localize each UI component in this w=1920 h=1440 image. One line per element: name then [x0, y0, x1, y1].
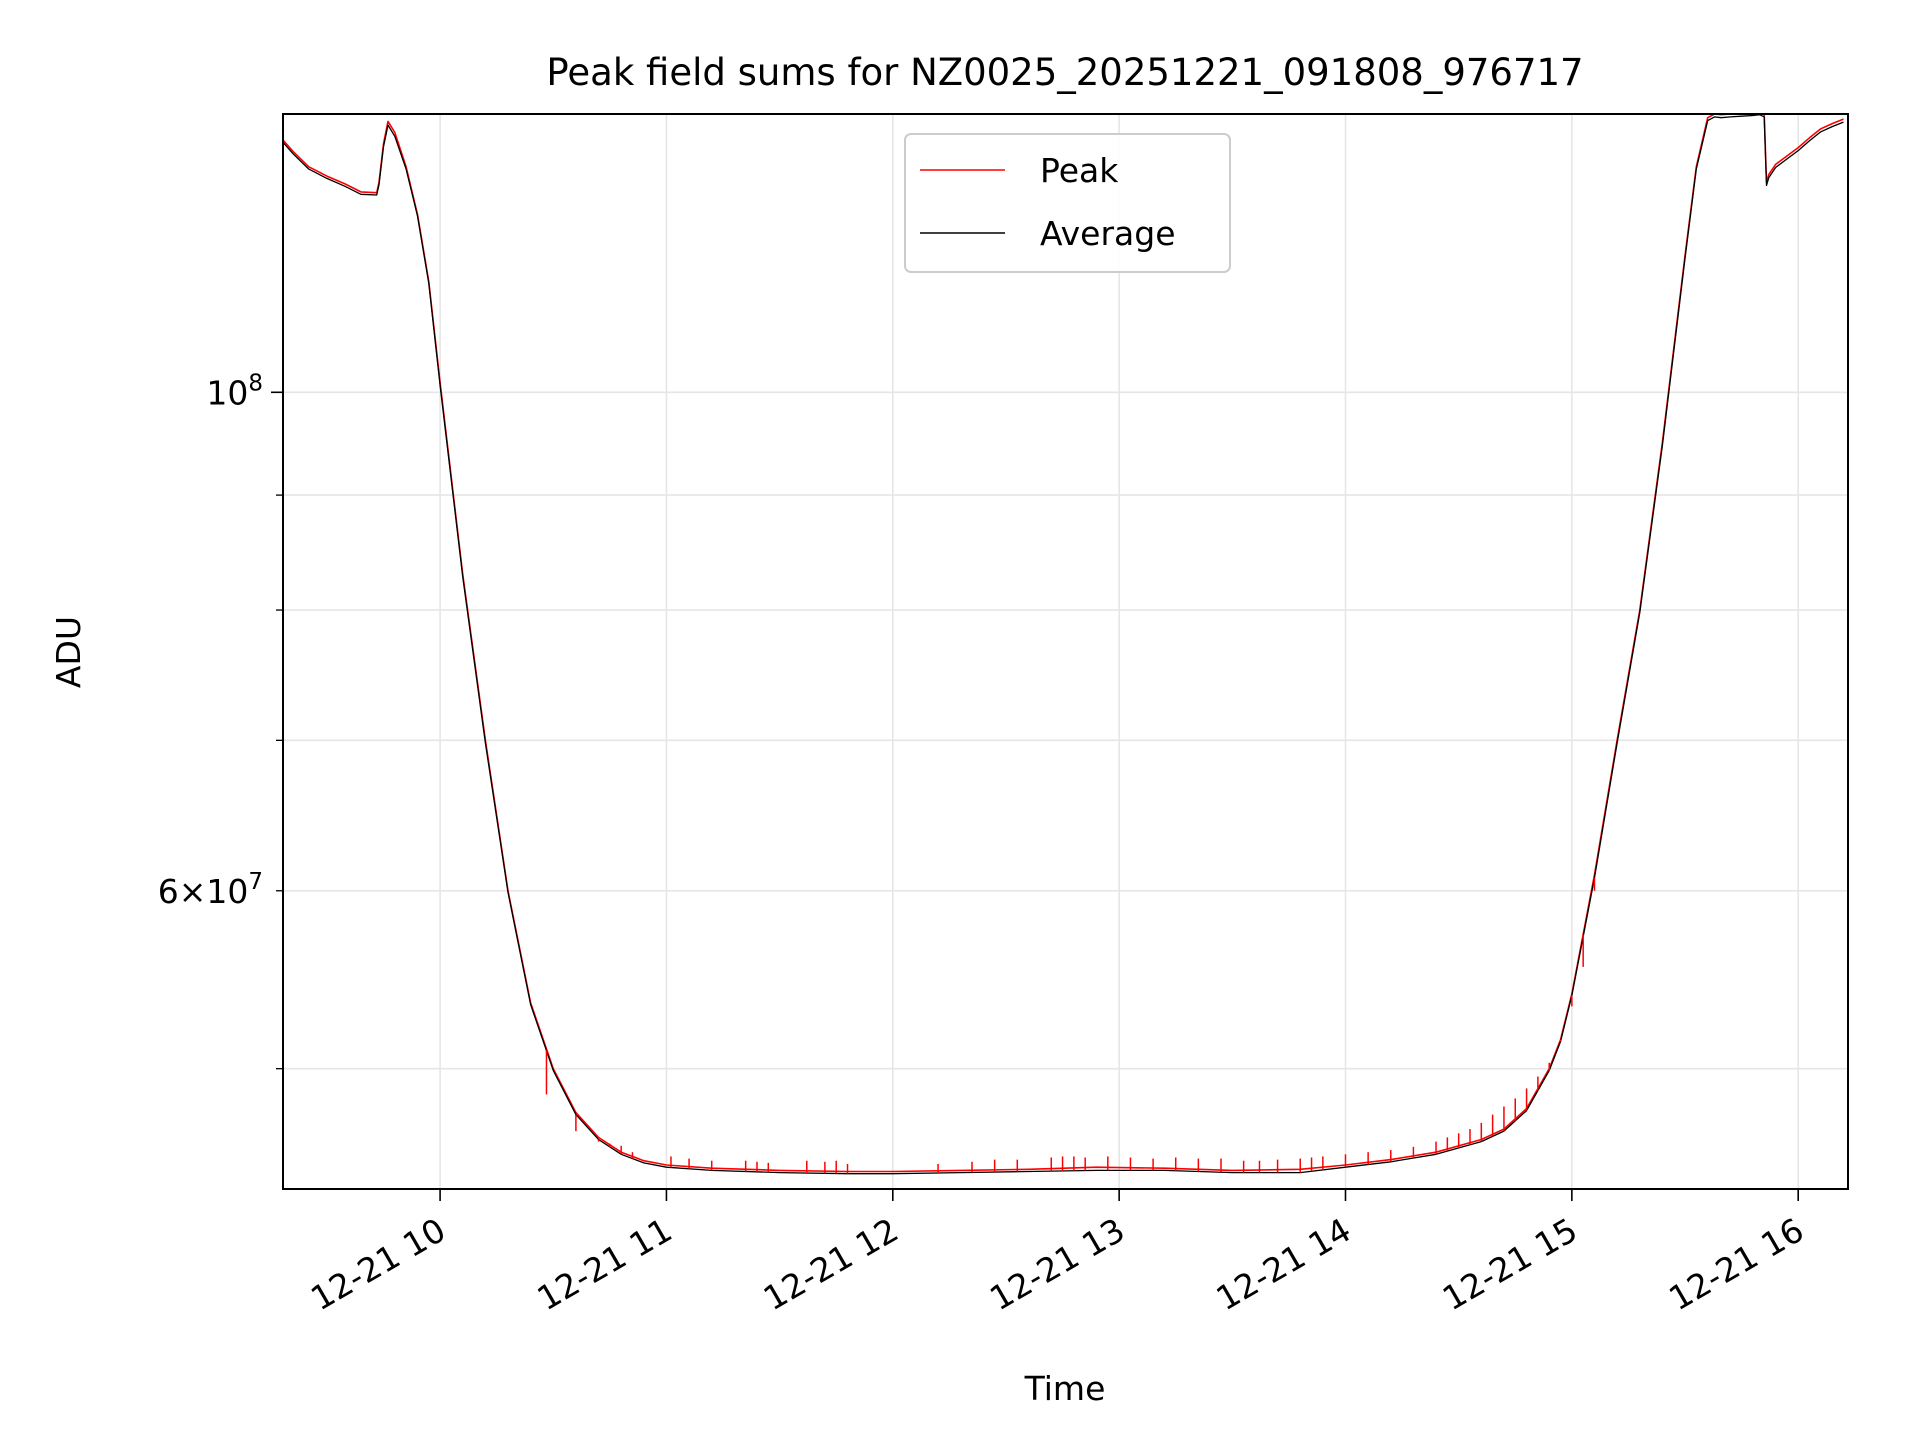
- y-tick-label-times: ×: [179, 872, 207, 911]
- y-axis-label: ADU: [49, 616, 88, 688]
- legend: Peak Average: [904, 133, 1231, 273]
- grid-lines: [283, 114, 1848, 1189]
- y-tick-label: 6×107: [158, 869, 263, 911]
- series-line-peak: [283, 114, 1844, 1173]
- y-tick-label-base: 10: [206, 373, 248, 412]
- y-tick-label-exponent: 8: [248, 370, 263, 396]
- legend-box: [904, 133, 1231, 273]
- series-layer: [283, 114, 1844, 1175]
- y-tick-label-coefficient: 6: [158, 872, 179, 911]
- legend-average-label: Average: [1040, 214, 1176, 253]
- series-line-average: [283, 114, 1844, 1175]
- y-tick-label: 108: [206, 370, 263, 412]
- plot-frame: [282, 113, 1849, 1190]
- legend-peak-label: Peak: [1040, 151, 1119, 190]
- chart-title: Peak field sums for NZ0025_20251221_0918…: [546, 51, 1583, 94]
- x-axis-label: Time: [1024, 1369, 1106, 1408]
- y-tick-label-exponent: 7: [248, 869, 263, 895]
- y-tick-label-base: 10: [206, 872, 248, 911]
